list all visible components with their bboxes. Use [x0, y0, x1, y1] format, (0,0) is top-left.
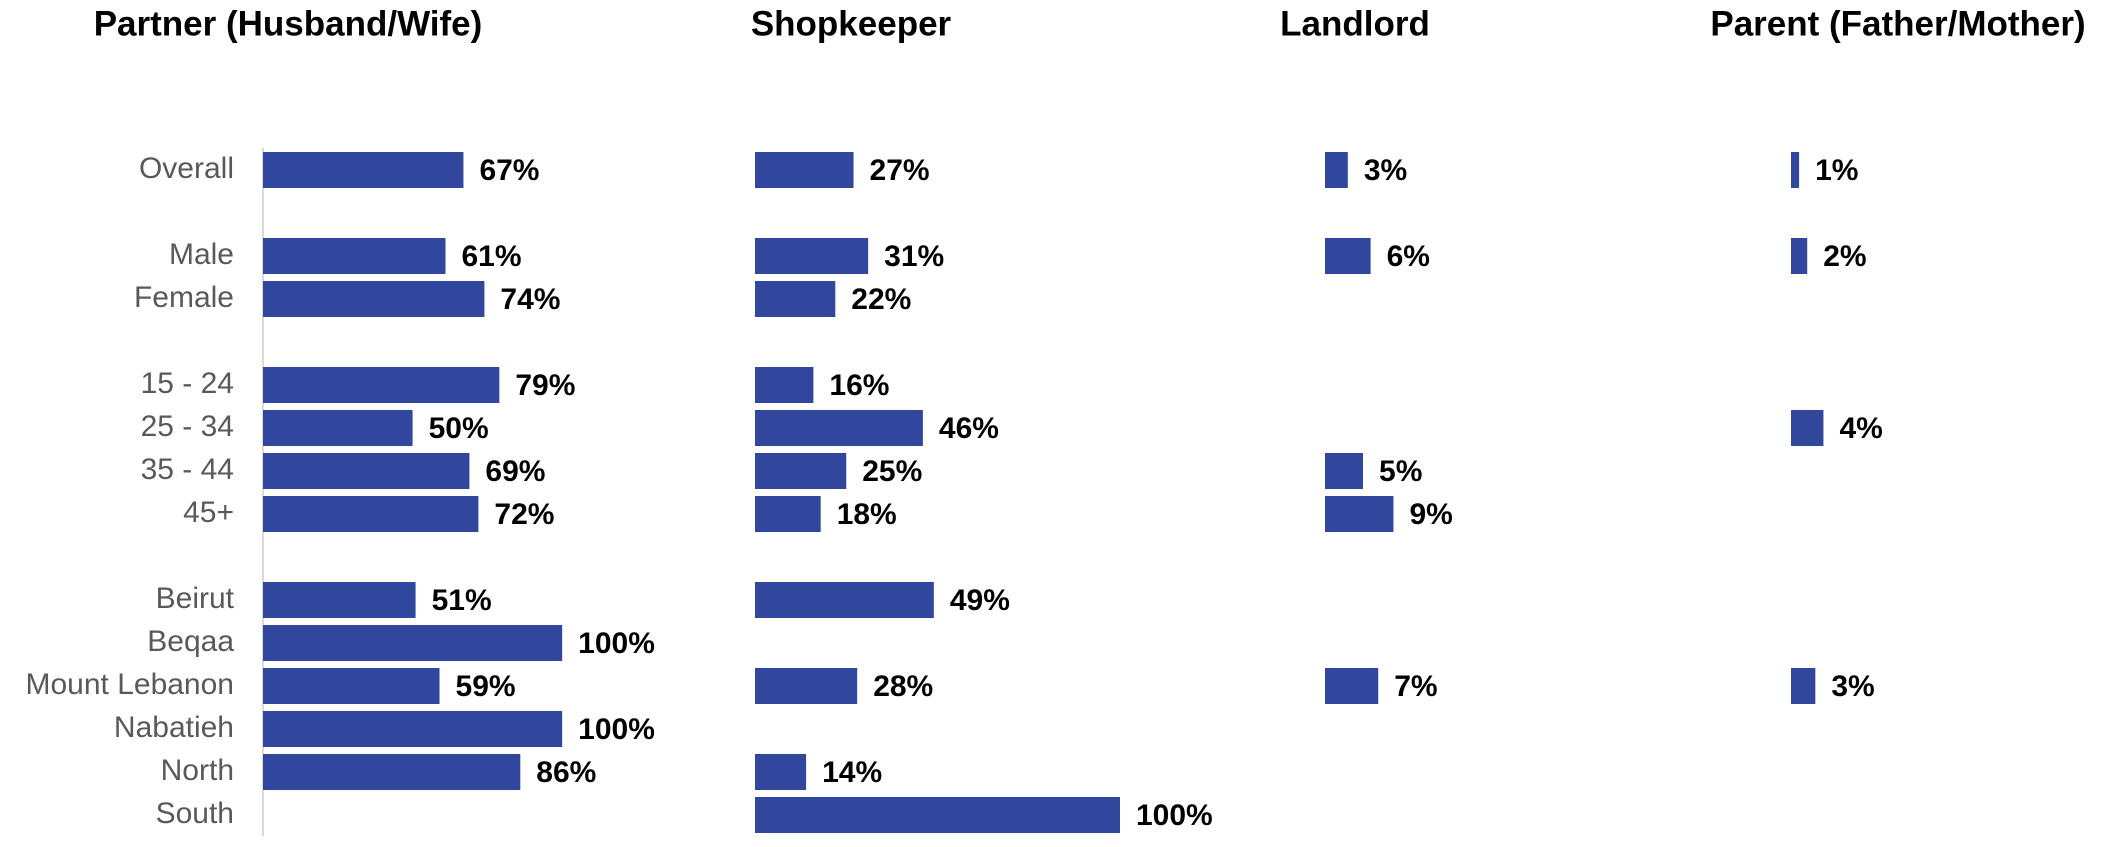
value-label: 14% [822, 756, 882, 789]
value-label: 27% [870, 154, 930, 187]
panel-title: Landlord [1280, 4, 1430, 43]
bar [755, 797, 1120, 833]
bar [1325, 453, 1364, 489]
category-label: Nabatieh [114, 711, 234, 744]
value-label: 2% [1823, 240, 1866, 273]
value-label: 100% [578, 627, 655, 660]
category-label: Mount Lebanon [25, 668, 234, 701]
bar [755, 367, 814, 403]
bar [755, 668, 858, 704]
value-label: 7% [1394, 670, 1437, 703]
value-label: 79% [515, 369, 575, 402]
category-label: North [161, 754, 234, 787]
bar [263, 711, 563, 747]
value-label: 46% [939, 412, 999, 445]
bar [755, 754, 807, 790]
value-label: 5% [1379, 455, 1422, 488]
category-label: Beqaa [147, 625, 234, 658]
value-label: 67% [479, 154, 539, 187]
value-label: 49% [950, 584, 1010, 617]
category-label: 45+ [183, 496, 234, 529]
value-label: 69% [485, 455, 545, 488]
value-label: 6% [1387, 240, 1430, 273]
bar [1325, 152, 1348, 188]
value-label: 9% [1409, 498, 1452, 531]
bar [1791, 668, 1816, 704]
value-label: 3% [1831, 670, 1874, 703]
category-label: 15 - 24 [141, 367, 234, 400]
value-label: 100% [1136, 799, 1213, 832]
value-label: 16% [829, 369, 889, 402]
bar [1325, 238, 1371, 274]
bar [263, 238, 446, 274]
bar [1791, 238, 1808, 274]
category-label: South [156, 797, 234, 830]
category-label: Male [169, 238, 234, 271]
bar [755, 453, 847, 489]
value-label: 3% [1364, 154, 1407, 187]
value-label: 22% [851, 283, 911, 316]
value-label: 51% [432, 584, 492, 617]
value-label: 28% [873, 670, 933, 703]
category-label: 35 - 44 [141, 453, 234, 486]
category-label: Beirut [156, 582, 235, 615]
category-label: 25 - 34 [141, 410, 234, 443]
bar [755, 152, 854, 188]
value-label: 61% [462, 240, 522, 273]
bar [755, 496, 821, 532]
bar [263, 281, 485, 317]
value-label: 1% [1815, 154, 1858, 187]
bar [1325, 496, 1394, 532]
value-label: 31% [884, 240, 944, 273]
bar [263, 668, 440, 704]
bar [755, 281, 836, 317]
bar [263, 582, 416, 618]
bar [755, 582, 934, 618]
bar [263, 754, 521, 790]
value-label: 72% [494, 498, 554, 531]
panel-title: Partner (Husband/Wife) [94, 4, 483, 43]
bar [263, 367, 500, 403]
category-label: Overall [139, 152, 234, 185]
bar [263, 410, 413, 446]
category-label: Female [134, 281, 234, 314]
bar [263, 453, 470, 489]
bar [755, 410, 923, 446]
panel-title: Parent (Father/Mother) [1710, 4, 2085, 43]
value-label: 59% [456, 670, 516, 703]
value-label: 100% [578, 713, 655, 746]
value-label: 50% [429, 412, 489, 445]
bar [755, 238, 869, 274]
value-label: 18% [837, 498, 897, 531]
bar [263, 152, 464, 188]
bar [1791, 410, 1824, 446]
bar [263, 496, 479, 532]
value-label: 25% [862, 455, 922, 488]
bar [1791, 152, 1800, 188]
panel-title: Shopkeeper [751, 4, 952, 43]
value-label: 74% [500, 283, 560, 316]
bar [1325, 668, 1379, 704]
value-label: 4% [1839, 412, 1882, 445]
bar [263, 625, 563, 661]
value-label: 86% [536, 756, 596, 789]
